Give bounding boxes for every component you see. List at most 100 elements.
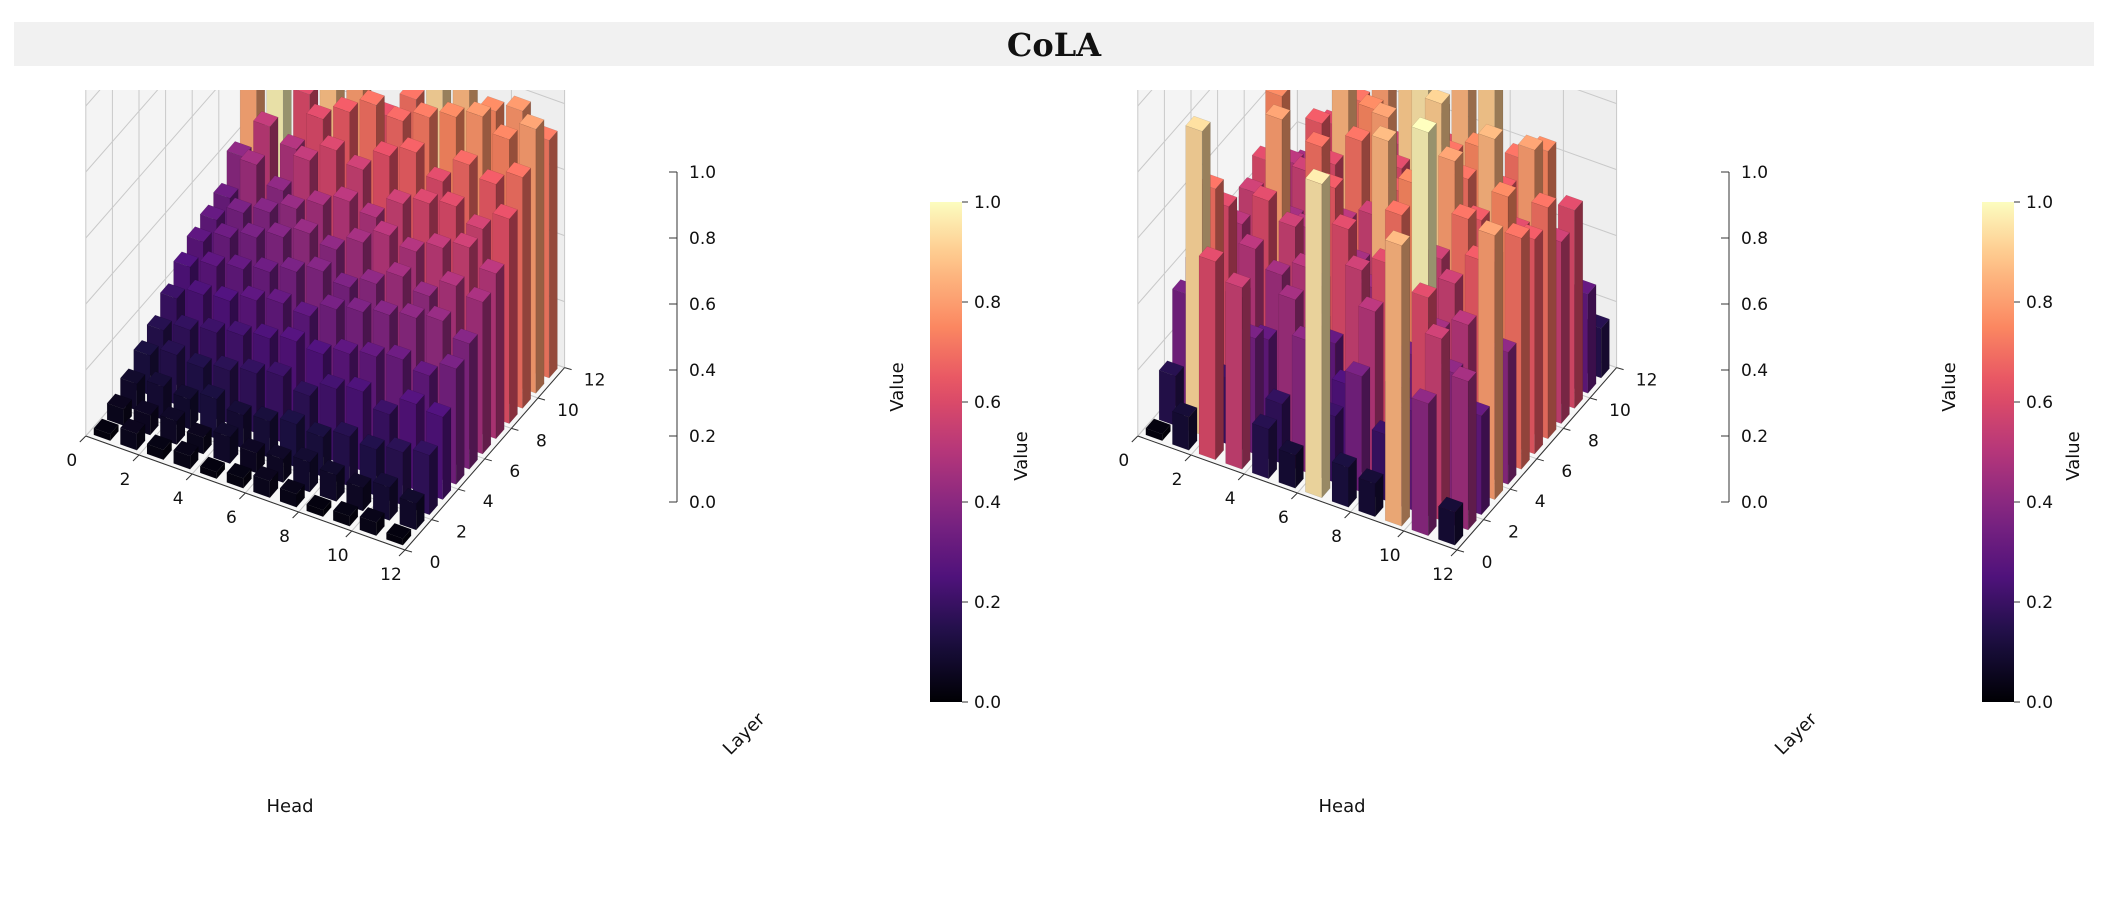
right-bar-L0-H11	[1437, 496, 1464, 546]
left-bar-L0-H5	[226, 462, 252, 489]
right-value-tick-0.4: 0.4	[1741, 361, 1768, 381]
left-colorbar: 0.0 0.2 0.4 0.6 0.8 1.0 Value	[930, 193, 1032, 713]
left-layer-label: Layer	[719, 709, 770, 760]
right-bar-L0-H8	[1358, 468, 1384, 518]
right-layer-tick-10: 10	[1609, 401, 1631, 421]
left-bar-L0-H11	[385, 523, 412, 546]
right-bar-L0-H9	[1384, 230, 1411, 527]
right-colorbar-tick-0.2: 0.2	[2026, 593, 2053, 613]
right-layer-tick-8: 8	[1588, 431, 1599, 451]
left-bar-L0-H1	[119, 418, 146, 451]
left-head-tick-8: 8	[279, 527, 290, 547]
left-bar-L0-H2	[146, 434, 173, 461]
left-bars	[93, 90, 558, 546]
left-bar-L1-H8	[319, 459, 346, 503]
right-colorbar-tick-0.8: 0.8	[2026, 293, 2053, 313]
left-head-tick-10: 10	[327, 546, 349, 566]
right-bar-L0-H4	[1251, 413, 1278, 480]
left-layer-tick-12: 12	[584, 371, 606, 391]
right-head-tick-8: 8	[1331, 527, 1342, 547]
left-value-label: Value	[887, 362, 908, 411]
page-title: CoLA	[1006, 26, 1102, 64]
right-bar-L0-H7	[1331, 452, 1358, 508]
left-bar-L1-H9	[346, 472, 372, 512]
left-layer-tick-10: 10	[557, 401, 579, 421]
right-colorbar-label: Value	[2063, 431, 2084, 480]
right-3d-bar-chart: 0 2 4 6 8 10 12 0 2 4 6 8 10 12 0.0 0.2 0.4 0.6 0.8 1.0 Head…	[1052, 90, 2092, 890]
right-value-tick-1.0: 1.0	[1741, 163, 1768, 183]
right-head-tick-2: 2	[1172, 470, 1183, 490]
left-bar-L0-H10	[359, 506, 385, 537]
right-head-tick-12: 12	[1432, 565, 1454, 585]
left-colorbar-label: Value	[1011, 431, 1032, 480]
right-head-label: Head	[1318, 796, 1365, 817]
left-bar-L0-H6	[252, 465, 279, 499]
right-chart-svg: 0246810120246810120.00.20.40.60.81.0Head…	[1118, 90, 2084, 817]
right-head-tick-0: 0	[1118, 451, 1129, 471]
right-value-tick-0.0: 0.0	[1741, 493, 1768, 513]
right-bar-L0-H10	[1411, 388, 1437, 537]
left-colorbar-gradient	[930, 202, 962, 702]
right-layer-label: Layer	[1771, 709, 1822, 760]
right-colorbar-tick-0.6: 0.6	[2026, 393, 2053, 413]
left-value-tick-0.4: 0.4	[689, 361, 716, 381]
left-bar-L2-H0	[119, 368, 146, 412]
right-head-tick-6: 6	[1278, 508, 1289, 528]
right-layer-tick-0: 0	[1482, 553, 1493, 573]
left-layer-tick-4: 4	[483, 492, 494, 512]
right-value-tick-0.6: 0.6	[1741, 295, 1768, 315]
left-bar-L1-H11	[399, 488, 425, 531]
left-head-tick-0: 0	[66, 451, 77, 471]
left-head-tick-12: 12	[380, 565, 402, 585]
left-layer-tick-0: 0	[430, 553, 441, 573]
left-chart-svg: 0246810120246810120.00.20.40.60.81.0Head…	[66, 90, 1032, 817]
left-grid-z-4	[85, 90, 565, 173]
right-colorbar-gradient	[1982, 202, 2014, 702]
left-layer-tick-8: 8	[536, 431, 547, 451]
left-bar-L0-H0	[93, 418, 119, 442]
left-value-tick-1.0: 1.0	[689, 163, 716, 183]
right-bar-L0-H2	[1198, 246, 1225, 461]
left-bar-L0-H3	[173, 440, 199, 470]
left-bar-L0-H4	[199, 456, 226, 480]
left-bar-L0-H7	[279, 478, 306, 508]
left-value-tick-0.0: 0.0	[689, 493, 716, 513]
right-colorbar-tick-0.4: 0.4	[2026, 493, 2053, 513]
left-colorbar-tick-0.2: 0.2	[974, 593, 1001, 613]
left-head-tick-6: 6	[226, 508, 237, 528]
right-value-label: Value	[1939, 362, 1960, 411]
left-bar-L0-H8	[306, 494, 332, 518]
left-colorbar-tick-1.0: 1.0	[974, 193, 1001, 213]
left-bar-L1-H0	[106, 393, 133, 427]
right-bar-L1-H11	[1451, 365, 1477, 531]
left-value-tick-0.6: 0.6	[689, 295, 716, 315]
right-bar-L0-H3	[1225, 272, 1251, 470]
right-value-tick-0.2: 0.2	[1741, 427, 1768, 447]
right-layer-tick-4: 4	[1535, 492, 1546, 512]
left-colorbar-tick-0.4: 0.4	[974, 493, 1001, 513]
left-colorbar-tick-0.0: 0.0	[974, 693, 1001, 713]
right-colorbar: 0.0 0.2 0.4 0.6 0.8 1.0 Value	[1982, 193, 2084, 713]
left-value-tick-0.2: 0.2	[689, 427, 716, 447]
right-layer-tick-6: 6	[1561, 462, 1572, 482]
right-bar-L0-H0	[1145, 418, 1171, 442]
right-head-tick-4: 4	[1225, 489, 1236, 509]
left-layer-tick-2: 2	[456, 523, 467, 543]
right-bar-L0-H6	[1304, 168, 1331, 499]
right-layer-tick-2: 2	[1508, 523, 1519, 543]
left-colorbar-tick-0.6: 0.6	[974, 393, 1001, 413]
left-bar-L1-H4	[213, 421, 239, 465]
left-colorbar-tick-0.8: 0.8	[974, 293, 1001, 313]
right-value-tick-0.8: 0.8	[1741, 229, 1768, 249]
left-value-tick-0.8: 0.8	[689, 229, 716, 249]
left-head-tick-4: 4	[173, 489, 184, 509]
right-bar-L0-H5	[1278, 439, 1304, 489]
title-bar: CoLA	[14, 22, 2094, 66]
left-3d-bar-chart: 0 2 4 6 8 10 12 0 2 4 6 8 10 12 0.0 0.2 0.4 0.6 0.8 1.0 Head…	[0, 90, 1040, 890]
right-colorbar-tick-0.0: 0.0	[2026, 693, 2053, 713]
left-layer-tick-6: 6	[509, 462, 520, 482]
right-layer-tick-12: 12	[1636, 371, 1658, 391]
left-head-label: Head	[266, 796, 313, 817]
